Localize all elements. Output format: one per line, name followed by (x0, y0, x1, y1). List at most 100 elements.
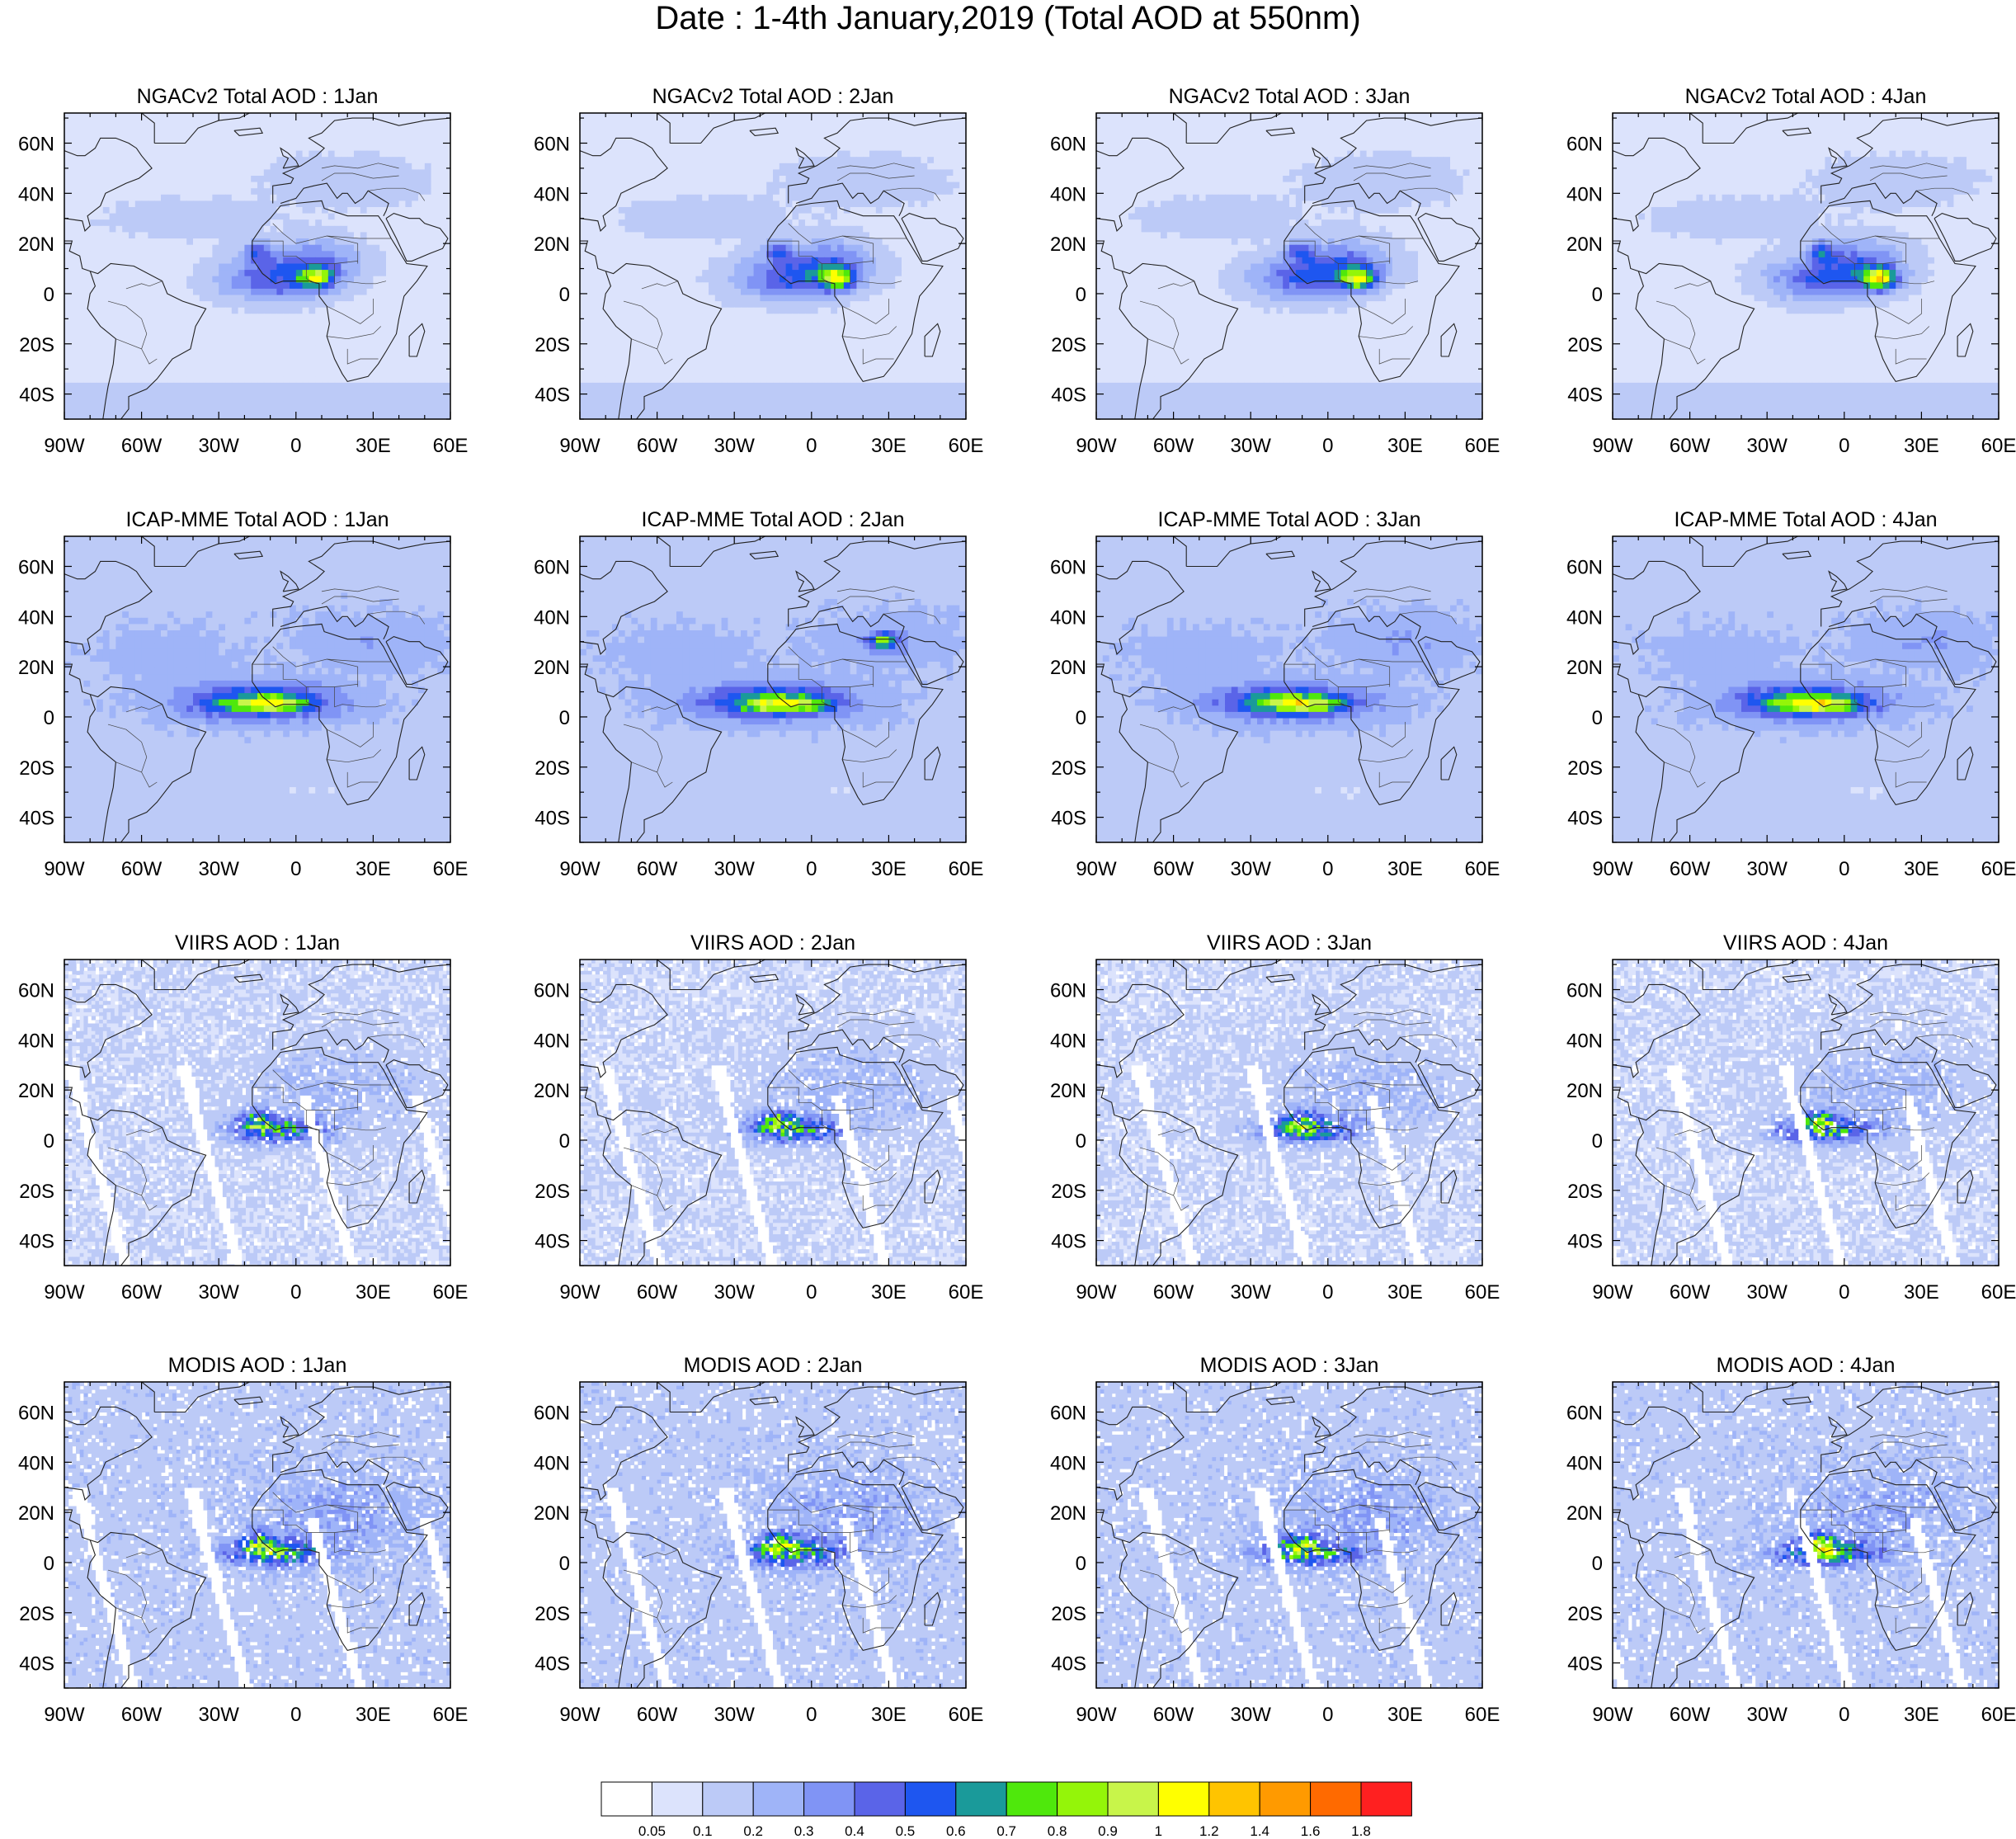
aod-cell (386, 144, 393, 151)
aod-cell (264, 282, 271, 289)
aod-cell (219, 270, 225, 276)
aod-cell (418, 414, 425, 421)
aod-cell (290, 327, 296, 333)
aod-cell (335, 264, 341, 271)
aod-cell (651, 195, 657, 201)
aod-cell (186, 320, 193, 327)
aod-cell (676, 207, 683, 214)
aod-cell (722, 276, 728, 283)
aod-cell (780, 169, 786, 176)
aod-cell (303, 351, 309, 358)
aod-cell (303, 125, 309, 132)
aod-cell (683, 176, 690, 182)
aod-cell (232, 264, 238, 271)
aod-cell (863, 270, 869, 276)
aod-cell (257, 214, 264, 220)
aod-cell (244, 169, 251, 176)
aod-cell (271, 389, 277, 396)
aod-cell (303, 308, 309, 314)
aod-cell (373, 120, 379, 126)
aod-cell (631, 214, 638, 220)
aod-cell (129, 195, 135, 201)
aod-cell (115, 389, 122, 396)
aod-cell (167, 219, 174, 226)
aod-cell (619, 219, 625, 226)
aod-cell (437, 314, 444, 320)
aod-cell (174, 163, 181, 170)
aod-cell (747, 270, 754, 276)
aod-cell (180, 282, 186, 289)
aod-cell (631, 132, 638, 139)
aod-cell (309, 320, 315, 327)
aod-cell (863, 257, 869, 264)
aod-cell (335, 138, 341, 144)
aod-cell (883, 245, 889, 252)
aod-cell (322, 232, 328, 238)
aod-cell (399, 163, 406, 170)
aod-cell (425, 207, 431, 214)
aod-cell (657, 264, 664, 271)
aod-cell (798, 308, 805, 314)
aod-cell (206, 370, 213, 377)
aod-cell (341, 264, 347, 271)
aod-cell (844, 214, 850, 220)
aod-cell (174, 389, 181, 396)
aod-cell (174, 270, 181, 276)
aod-cell (315, 200, 322, 207)
aod-cell (296, 395, 303, 402)
aod-cell (110, 151, 116, 158)
aod-cell (709, 232, 715, 238)
aod-cell (644, 219, 651, 226)
aod-cell (734, 245, 741, 252)
aod-cell (722, 219, 728, 226)
aod-cell (883, 163, 889, 170)
aod-cell (863, 157, 869, 163)
aod-cell (883, 301, 889, 308)
aod-cell (180, 163, 186, 170)
aod-cell (232, 144, 238, 151)
aod-cell (728, 238, 734, 245)
aod-cell (186, 200, 193, 207)
aod-cell (129, 151, 135, 158)
aod-cell (322, 402, 328, 408)
aod-cell (760, 214, 766, 220)
aod-cell (367, 376, 374, 383)
aod-cell (786, 120, 793, 126)
aod-cell (154, 320, 161, 327)
aod-cell (315, 358, 322, 365)
aod-cell (122, 383, 129, 389)
aod-cell (876, 295, 883, 302)
aod-cell (690, 301, 696, 308)
aod-cell (405, 138, 412, 144)
aod-cell (379, 295, 386, 302)
aod-cell (206, 402, 213, 408)
aod-cell (431, 163, 438, 170)
aod-cell (412, 320, 418, 327)
aod-cell (869, 226, 876, 233)
aod-cell (670, 144, 676, 151)
aod-cell (174, 144, 181, 151)
aod-cell (734, 264, 741, 271)
aod-cell (244, 200, 251, 207)
aod-cell (580, 219, 586, 226)
aod-cell (773, 251, 780, 257)
aod-cell (612, 120, 619, 126)
aod-cell (869, 264, 876, 271)
aod-cell (953, 270, 959, 276)
aod-cell (619, 314, 625, 320)
aod-cell (309, 207, 315, 214)
aod-cell (71, 232, 78, 238)
aod-cell (303, 120, 309, 126)
aod-cell (71, 157, 78, 163)
aod-cell (702, 270, 709, 276)
aod-cell (142, 408, 148, 414)
aod-cell (212, 132, 219, 139)
aod-cell (869, 125, 876, 132)
aod-cell (431, 408, 438, 414)
aod-cell (360, 245, 367, 252)
aod-cell (122, 414, 129, 421)
aod-cell (651, 308, 657, 314)
aod-cell (193, 289, 200, 295)
aod-cell (219, 358, 225, 365)
aod-cell (580, 138, 586, 144)
